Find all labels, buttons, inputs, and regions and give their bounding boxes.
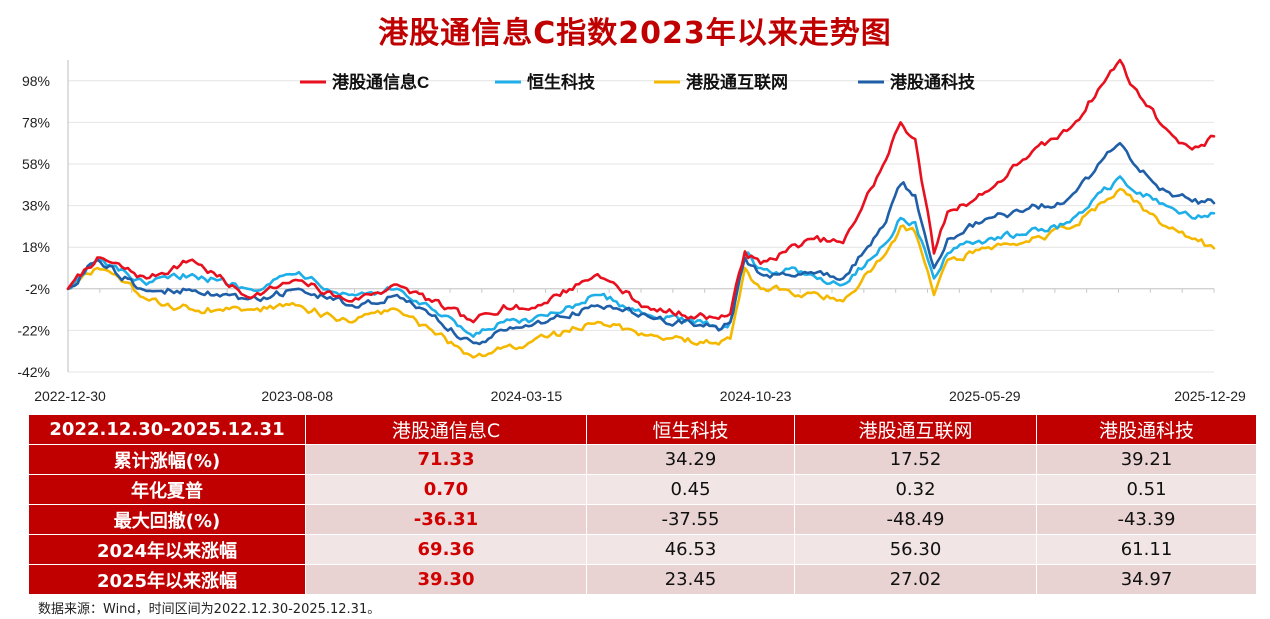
footnote: 数据来源：Wind，时间区间为2022.12.30-2025.12.31。 (38, 602, 381, 617)
table-cell: 39.30 (305, 564, 587, 595)
table-cell: -37.55 (586, 504, 795, 535)
x-tick-label: 2022-12-30 (34, 388, 106, 404)
grid-lines (68, 80, 1214, 373)
line-chart: 98%78%58%38%18%-2%-22%-42% 2022-12-30 202… (17, 58, 1246, 404)
table-cell: 71.33 (305, 444, 587, 475)
y-tick-label: 18% (22, 239, 50, 255)
table-row: 2024年以来涨幅 69.36 46.53 56.30 61.11 (28, 534, 1257, 565)
legend-label: 恒生科技 (527, 72, 596, 92)
y-tick-label: 98% (22, 73, 50, 89)
table-cell: 0.51 (1036, 474, 1257, 505)
table-cell: 27.02 (794, 564, 1037, 595)
y-tick-label: -2% (25, 281, 50, 297)
legend-label: 港股通互联网 (686, 72, 788, 92)
x-tick-label: 2024-03-15 (491, 388, 563, 404)
table-cell: -36.31 (305, 504, 587, 535)
column-header: 港股通信息C (305, 414, 587, 445)
x-tick-label: 2024-10-23 (720, 388, 792, 404)
x-axis: 2022-12-30 2023-08-08 2024-03-15 2024-10-23… (34, 288, 1246, 404)
table-cell: 0.32 (794, 474, 1037, 505)
table-cell: 56.30 (794, 534, 1037, 565)
column-header: 港股通互联网 (794, 414, 1037, 445)
table-cell: 23.45 (586, 564, 795, 595)
table-cell: 69.36 (305, 534, 587, 565)
series-lines (66, 58, 1216, 359)
series-line-2 (66, 175, 1216, 338)
x-tick-label: 2023-08-08 (261, 388, 333, 404)
series-line-1 (66, 58, 1216, 324)
y-tick-label: 38% (22, 198, 50, 214)
table-cell: 34.29 (586, 444, 795, 475)
legend: 港股通信息C 恒生科技 港股通互联网 港股通科技 (300, 72, 976, 92)
table-cell: -48.49 (794, 504, 1037, 535)
period-header: 2022.12.30-2025.12.31 (28, 414, 306, 445)
table-cell: 61.11 (1036, 534, 1257, 565)
series-line-4 (66, 141, 1216, 346)
y-tick-label: 58% (22, 156, 50, 172)
row-label: 累计涨幅(%) (28, 444, 306, 475)
x-tick-label: 2025-12-29 (1174, 388, 1246, 404)
series-line-3 (66, 187, 1216, 359)
x-tick-label: 2025-05-29 (949, 388, 1021, 404)
y-axis: 98% 78% 58% 38% 18% -2% -22% -42% (17, 60, 69, 380)
table-cell: 39.21 (1036, 444, 1257, 475)
row-label: 年化夏普 (28, 474, 306, 505)
table-cell: 17.52 (794, 444, 1037, 475)
y-tick-label: -22% (17, 322, 50, 338)
y-tick-label: 78% (22, 114, 50, 130)
y-tick-label: -42% (17, 364, 50, 380)
row-label: 最大回撤(%) (28, 504, 306, 535)
table-row: 2025年以来涨幅 39.30 23.45 27.02 34.97 (28, 564, 1257, 595)
table-cell: -43.39 (1036, 504, 1257, 535)
stats-table: 2022.12.30-2025.12.31 港股通信息C 恒生科技 港股通互联网… (28, 414, 1257, 595)
table-row: 累计涨幅(%) 71.33 34.29 17.52 39.21 (28, 444, 1257, 475)
table-cell: 34.97 (1036, 564, 1257, 595)
row-label: 2024年以来涨幅 (28, 534, 306, 565)
table-cell: 0.45 (586, 474, 795, 505)
row-label: 2025年以来涨幅 (28, 564, 306, 595)
table-header-row: 2022.12.30-2025.12.31 港股通信息C 恒生科技 港股通互联网… (28, 414, 1257, 445)
column-header: 恒生科技 (586, 414, 795, 445)
table-row: 最大回撤(%) -36.31 -37.55 -48.49 -43.39 (28, 504, 1257, 535)
legend-label: 港股通信息C (332, 72, 429, 92)
chart-title: 港股通信息C指数2023年以来走势图 (378, 16, 892, 51)
column-header: 港股通科技 (1036, 414, 1257, 445)
legend-label: 港股通科技 (890, 72, 976, 92)
table-cell: 0.70 (305, 474, 587, 505)
table-cell: 46.53 (586, 534, 795, 565)
table-row: 年化夏普 0.70 0.45 0.32 0.51 (28, 474, 1257, 505)
